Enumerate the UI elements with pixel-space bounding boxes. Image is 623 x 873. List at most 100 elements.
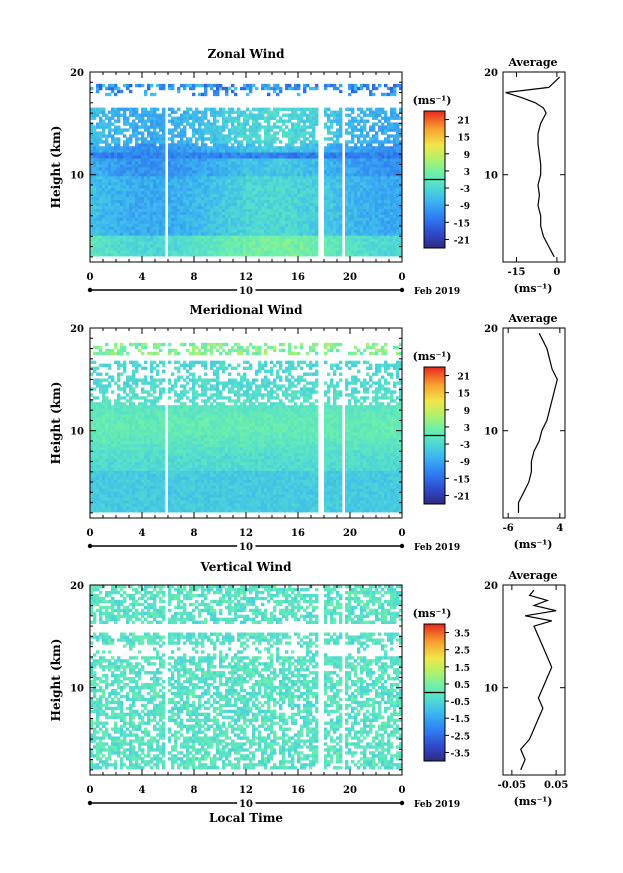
heatmap-cell (393, 244, 397, 248)
heatmap-cell (336, 241, 340, 245)
heatmap-cell (141, 253, 145, 257)
heatmap-cell (240, 134, 244, 138)
heatmap-cell (135, 131, 139, 135)
heatmap-cell (276, 86, 280, 91)
heatmap-cell (249, 89, 253, 94)
heatmap-cell (240, 152, 244, 156)
heatmap-cell (258, 253, 262, 257)
heatmap-cell (303, 187, 307, 192)
heatmap-cell (261, 238, 265, 242)
heatmap-cell (264, 208, 268, 212)
heatmap-cell (372, 238, 376, 242)
heatmap-cell (168, 226, 172, 230)
heatmap-cell (399, 247, 403, 251)
heatmap-cell (123, 223, 127, 227)
heatmap-cell (279, 235, 283, 239)
heatmap-cell (138, 131, 142, 135)
heatmap-cell (285, 161, 289, 165)
heatmap-cell (129, 110, 133, 114)
heatmap-cell (249, 152, 253, 156)
heatmap-cell (222, 205, 226, 209)
heatmap-cell (249, 134, 253, 138)
panel-title: Meridional Wind (190, 303, 304, 317)
heatmap-cell (237, 232, 241, 236)
heatmap-cell (186, 250, 190, 254)
heatmap-cell (363, 187, 367, 192)
heatmap-cell (183, 241, 187, 245)
heatmap-cell (291, 131, 295, 135)
heatmap-cell (333, 202, 337, 206)
heatmap-cell (225, 190, 229, 195)
heatmap-cell (261, 167, 265, 171)
heatmap-cell (111, 211, 115, 215)
heatmap-cell (138, 161, 142, 165)
heatmap-cell (162, 208, 166, 212)
heatmap-cell (381, 152, 385, 156)
heatmap-cell (168, 244, 172, 248)
heatmap-cell (108, 208, 112, 212)
heatmap-cell (303, 199, 307, 204)
heatmap-cell (159, 244, 163, 248)
heatmap-cell (354, 193, 358, 198)
heatmap-cell (216, 125, 220, 129)
heatmap-cell (171, 214, 175, 218)
heatmap-cell (132, 113, 136, 117)
heatmap-cell (120, 220, 124, 224)
heatmap-cell (132, 181, 136, 186)
heatmap-cell (381, 217, 385, 221)
heatmap-cell (312, 232, 316, 236)
heatmap-cell (315, 247, 319, 251)
heatmap-cell (108, 122, 112, 126)
heatmap-cell (396, 158, 400, 162)
heatmap-cell (195, 155, 199, 159)
heatmap-cell (228, 247, 232, 251)
heatmap-cell (399, 164, 403, 168)
heatmap-cell (366, 253, 370, 257)
heatmap-cell (324, 208, 328, 212)
heatmap-cell (171, 161, 175, 165)
heatmap-cell (147, 229, 151, 233)
heatmap-cell (144, 238, 148, 242)
heatmap-cell (267, 116, 271, 120)
heatmap-cell (168, 83, 172, 88)
heatmap-cell (399, 241, 403, 245)
heatmap-cell (177, 253, 181, 257)
heatmap-cell (330, 220, 334, 224)
heatmap-cell (345, 253, 349, 257)
heatmap-cell (129, 217, 133, 221)
heatmap-cell (258, 220, 262, 224)
heatmap-cell (117, 167, 121, 171)
heatmap-cell (324, 169, 328, 174)
heatmap-cell (210, 217, 214, 221)
heatmap-cell (294, 223, 298, 227)
heatmap-cell (111, 238, 115, 242)
heatmap-cell (348, 161, 352, 165)
heatmap-cell (225, 202, 229, 206)
heatmap-cell (111, 167, 115, 171)
heatmap-cell (279, 172, 283, 177)
heatmap-cell (102, 119, 106, 123)
heatmap-cell (171, 149, 175, 153)
heatmap-cell (210, 128, 214, 132)
heatmap-cell (123, 167, 127, 171)
heatmap-cell (150, 217, 154, 221)
heatmap-cell (324, 86, 328, 91)
heatmap-cell (387, 161, 391, 165)
heatmap-cell (312, 86, 316, 91)
heatmap-cell (267, 250, 271, 254)
heatmap-cell (207, 181, 211, 186)
heatmap-cell (186, 187, 190, 192)
heatmap-cell (213, 205, 217, 209)
heatmap-cell (228, 128, 232, 132)
heatmap-cell (297, 205, 301, 209)
heatmap-cell (336, 214, 340, 218)
heatmap-cell (213, 131, 217, 135)
heatmap-cell (393, 223, 397, 227)
heatmap-cell (294, 184, 298, 189)
heatmap-cell (354, 158, 358, 162)
heatmap-cell (150, 247, 154, 251)
heatmap-cell (222, 86, 226, 91)
heatmap-cell (114, 235, 118, 239)
heatmap-cell (258, 232, 262, 236)
heatmap-cell (378, 217, 382, 221)
